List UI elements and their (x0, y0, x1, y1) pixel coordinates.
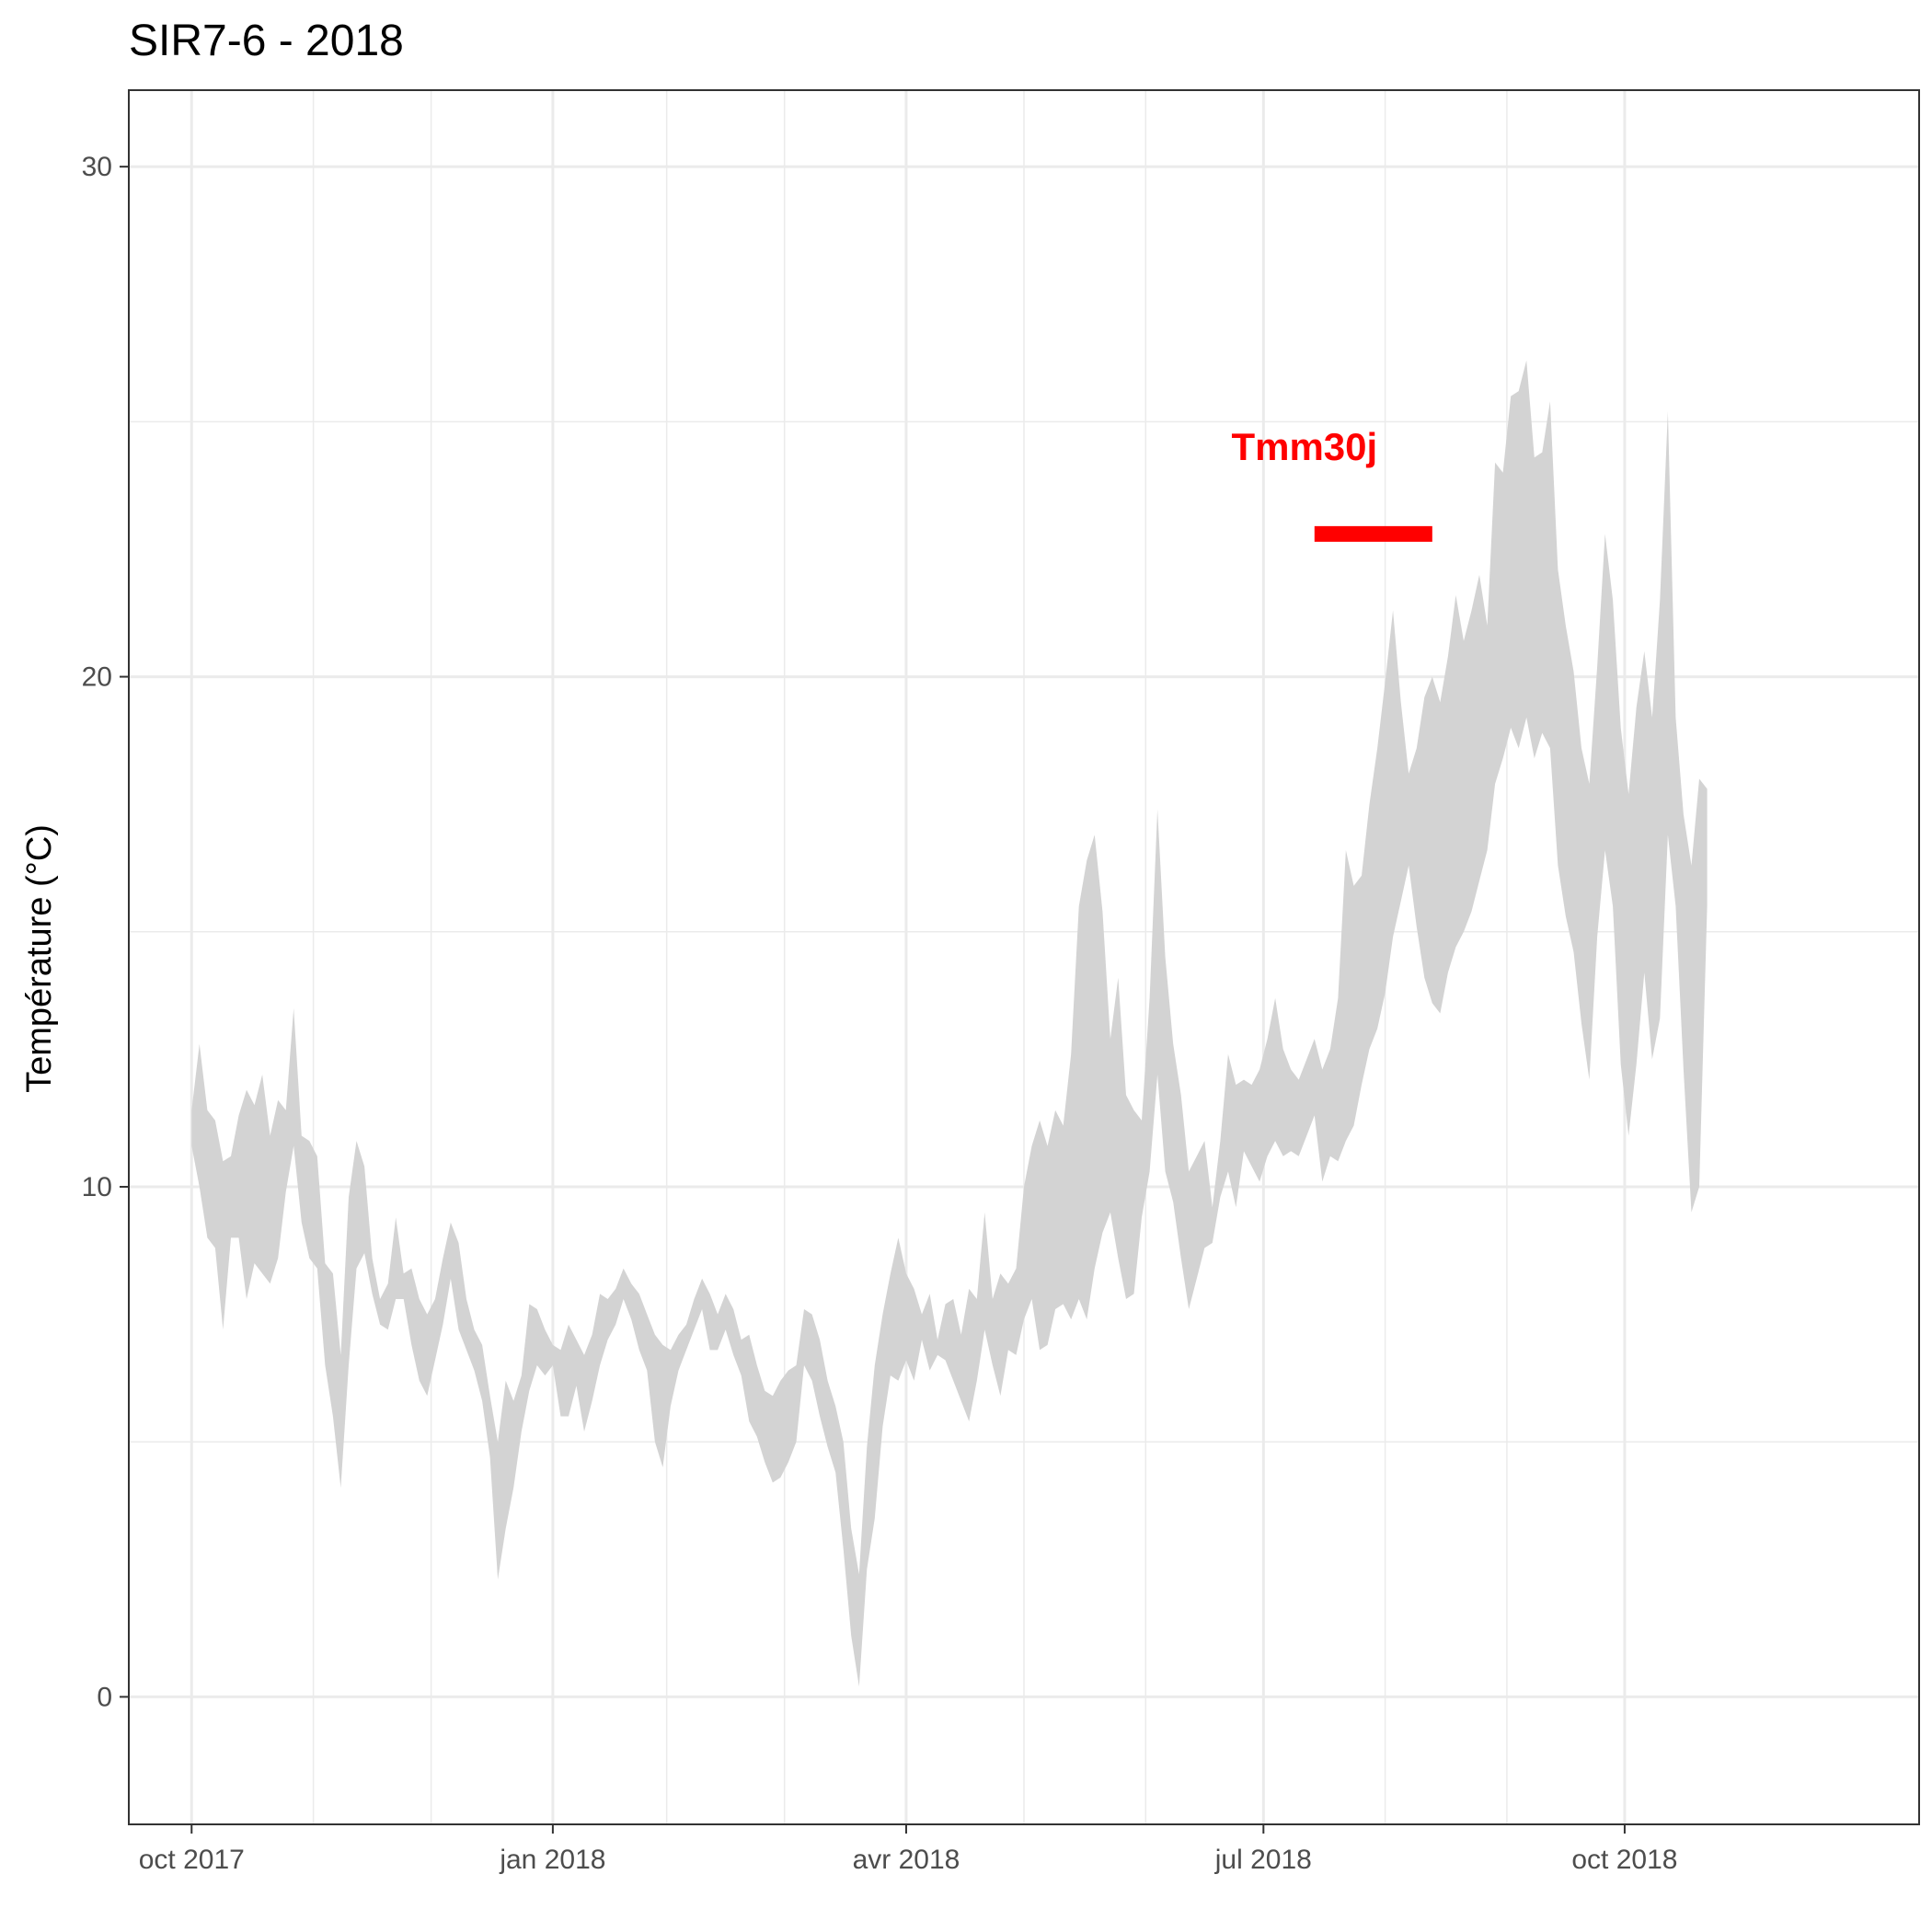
x-axis: oct 2017 jan 2018 avr 2018 jul 2018 oct 2018 (139, 1824, 1677, 1875)
major-gridlines (129, 90, 1919, 1824)
plot-panel-border (128, 89, 1920, 1825)
y-axis: 0 10 20 30 (82, 152, 129, 1712)
y-tick-label: 0 (97, 1682, 112, 1712)
annotation-layer: Tmm30j (1231, 425, 1432, 542)
tmm30j-label: Tmm30j (1231, 425, 1377, 468)
x-tick-label: avr 2018 (853, 1845, 960, 1875)
chart-title: SIR7-6 - 2018 (129, 17, 404, 65)
y-tick-label: 30 (82, 152, 112, 182)
minor-gridlines (129, 90, 1919, 1824)
temperature-range-ribbon (191, 360, 1708, 1687)
series-layer (191, 360, 1708, 1687)
y-axis-title: Température (°C) (20, 824, 59, 1093)
x-tick-label: oct 2018 (1571, 1845, 1677, 1875)
x-tick-label: jul 2018 (1214, 1845, 1312, 1875)
y-tick-label: 20 (82, 662, 112, 693)
x-tick-label: oct 2017 (139, 1845, 245, 1875)
x-tick-label: jan 2018 (499, 1845, 605, 1875)
y-tick-label: 10 (82, 1172, 112, 1202)
